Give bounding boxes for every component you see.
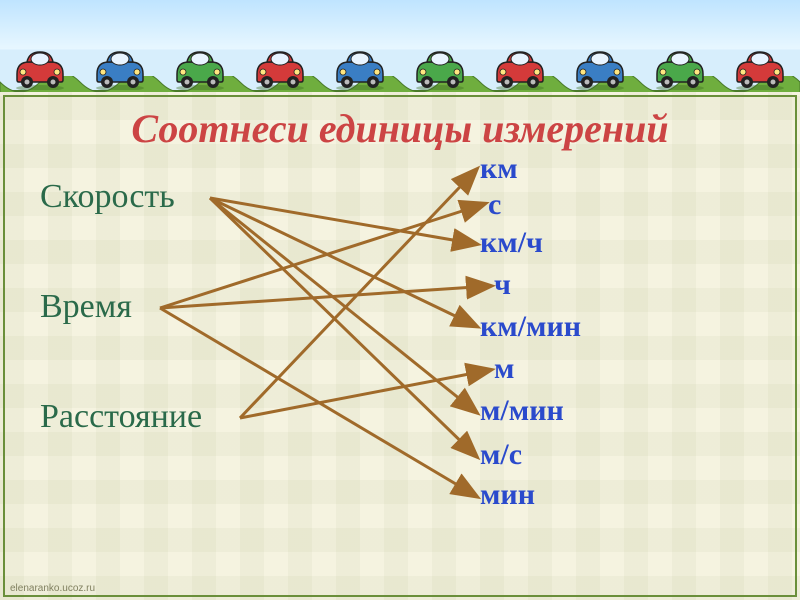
term-time[interactable]: Время — [40, 288, 132, 326]
unit-h[interactable]: ч — [494, 268, 511, 302]
content-area — [0, 92, 800, 600]
car-icon — [251, 48, 309, 90]
term-speed[interactable]: Скорость — [40, 178, 175, 216]
page-frame — [3, 95, 797, 597]
unit-km[interactable]: км — [480, 152, 518, 186]
term-distance[interactable]: Расстояние — [40, 398, 202, 436]
footer-credit: elenaranko.ucoz.ru — [10, 583, 95, 594]
page-title: Соотнеси единицы измерений — [0, 105, 800, 152]
car-icon — [491, 48, 549, 90]
unit-kmh[interactable]: км/ч — [480, 226, 543, 260]
car-icon — [651, 48, 709, 90]
car-icon — [171, 48, 229, 90]
car-icon — [411, 48, 469, 90]
unit-mmin[interactable]: м/мин — [480, 394, 564, 428]
car-icon — [731, 48, 789, 90]
unit-kmmin[interactable]: км/мин — [480, 310, 581, 344]
unit-m[interactable]: м — [494, 352, 514, 386]
car-icon — [331, 48, 389, 90]
car-icon — [91, 48, 149, 90]
banner — [0, 0, 800, 92]
unit-ms[interactable]: м/с — [480, 438, 522, 472]
car-icon — [11, 48, 69, 90]
car-icon — [571, 48, 629, 90]
unit-min[interactable]: мин — [480, 478, 535, 512]
unit-s[interactable]: с — [488, 188, 501, 222]
